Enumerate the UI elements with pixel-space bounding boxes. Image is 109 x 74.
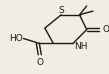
- Text: NH: NH: [74, 42, 88, 52]
- Text: O: O: [102, 25, 109, 34]
- Text: HO: HO: [9, 34, 22, 43]
- Text: S: S: [58, 6, 64, 15]
- Text: O: O: [36, 58, 43, 67]
